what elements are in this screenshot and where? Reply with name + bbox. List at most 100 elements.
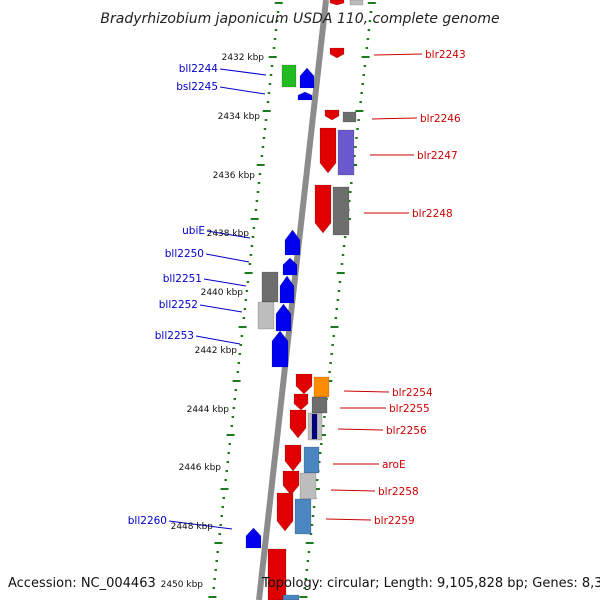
outer-ruler-tick xyxy=(307,551,311,553)
outer-ruler-tick xyxy=(360,92,363,94)
outer-ruler-tick xyxy=(305,569,309,571)
inner-ruler-tick xyxy=(246,281,250,283)
outer-ruler-tick xyxy=(355,110,364,112)
reverse-gene-arrow xyxy=(284,229,301,256)
inner-ruler-tick xyxy=(261,146,265,148)
outer-ruler-tick xyxy=(353,155,356,157)
outer-ruler-tick xyxy=(322,425,325,427)
callout-line xyxy=(206,230,251,239)
inner-ruler-tick xyxy=(222,497,226,499)
gene-label-forward: blr2256 xyxy=(386,425,427,437)
inner-ruler-tick xyxy=(239,344,243,346)
outer-ruler-tick xyxy=(354,146,357,148)
inner-ruler-tick xyxy=(231,416,235,418)
reverse-gene-arrow xyxy=(299,67,315,89)
gene-label-reverse: bll2250 xyxy=(165,248,204,260)
outer-ruler-tick xyxy=(330,353,333,355)
outer-ruler-tick xyxy=(366,38,370,40)
callout-line xyxy=(203,278,247,287)
reverse-gene-arrow xyxy=(275,303,292,332)
genome-summary-text: Topology: circular; Length: 9,105,828 bp… xyxy=(261,576,600,591)
inner-ruler-tick xyxy=(274,2,283,4)
cog-category-block xyxy=(349,0,364,6)
inner-ruler-tick xyxy=(214,569,217,571)
outer-ruler-tick xyxy=(335,308,339,310)
outer-ruler-tick xyxy=(332,335,335,337)
inner-ruler-tick xyxy=(266,101,270,103)
callout-line xyxy=(343,390,390,393)
outer-ruler-tick xyxy=(343,236,347,238)
forward-gene-arrow xyxy=(293,393,309,411)
inner-ruler-tick xyxy=(255,200,259,202)
tick-label: 2436 kbp xyxy=(213,171,256,181)
outer-ruler-tick xyxy=(349,191,352,193)
cog-category-block xyxy=(299,472,317,500)
forward-gene-arrow xyxy=(282,470,300,496)
inner-ruler-tick xyxy=(270,65,274,67)
outer-ruler-tick xyxy=(355,137,358,139)
forward-gene-arrow xyxy=(314,184,332,234)
inner-ruler-tick xyxy=(227,452,231,454)
reverse-gene-arrow xyxy=(297,91,313,101)
inner-ruler-tick xyxy=(248,263,252,265)
outer-ruler-tick xyxy=(359,101,362,103)
callout-line xyxy=(330,489,376,492)
gene-label-reverse: ubiE xyxy=(182,225,205,237)
outer-ruler-tick xyxy=(304,578,308,580)
callout-line xyxy=(337,428,384,431)
callout-line xyxy=(373,53,423,56)
cog-category-block xyxy=(332,186,350,236)
forward-gene-arrow xyxy=(329,0,345,6)
tick-label: 2444 kbp xyxy=(187,405,230,415)
outer-ruler-tick xyxy=(328,371,331,373)
inner-ruler-tick xyxy=(219,524,222,526)
outer-ruler-tick xyxy=(318,434,327,436)
tick-label: 2438 kbp xyxy=(207,229,250,239)
callout-line xyxy=(195,335,241,345)
gene-labels: blr2243 blr2246 blr2247 blr2248 blr2254 blr22… xyxy=(128,49,466,527)
map-title: Bradyrhizobium japonicum USDA 110, compl… xyxy=(100,11,499,27)
inner-ruler-tick xyxy=(260,155,264,157)
inner-ruler-tick xyxy=(258,173,262,175)
outer-ruler-tick xyxy=(329,362,332,364)
outer-ruler-tick xyxy=(299,596,308,598)
inner-ruler-tick xyxy=(238,353,242,355)
cog-category-block xyxy=(311,396,328,414)
outer-ruler-tick xyxy=(334,317,338,319)
inner-ruler-tick xyxy=(275,20,279,22)
reverse-gene-arrow xyxy=(282,257,298,276)
outer-ruler-tick xyxy=(338,281,342,283)
inner-ruler-tick xyxy=(268,56,277,58)
outer-ruler-tick xyxy=(340,263,344,265)
outer-ruler-tick xyxy=(348,200,351,202)
forward-gene-arrow xyxy=(319,127,337,174)
inner-ruler-tick xyxy=(212,587,215,589)
inner-ruler-tick xyxy=(244,272,253,274)
outer-ruler-tick xyxy=(337,290,341,292)
cog-category-block xyxy=(337,129,355,176)
gene-label-forward: blr2258 xyxy=(378,486,419,498)
outer-ruler-tick xyxy=(342,245,346,247)
inner-ruler-tick xyxy=(256,164,265,166)
gene-label-reverse: bll2252 xyxy=(159,299,198,311)
gene-label-forward: blr2243 xyxy=(425,49,466,61)
callout-line xyxy=(325,518,372,521)
inner-ruler-tick xyxy=(254,209,258,211)
outer-ruler-tick xyxy=(306,560,310,562)
inner-ruler-tick xyxy=(208,596,217,598)
outer-ruler-tick xyxy=(312,506,316,508)
gene-label-reverse: bll2253 xyxy=(155,330,194,342)
inner-ruler-tick xyxy=(251,236,255,238)
inner-ruler-tick xyxy=(220,515,223,517)
forward-gene-arrow xyxy=(276,492,294,532)
cog-category-block xyxy=(311,413,318,440)
outer-ruler-tick xyxy=(310,524,314,526)
callout-line xyxy=(219,86,266,95)
gene-label-forward: blr2247 xyxy=(417,150,458,162)
inner-ruler-tick xyxy=(242,317,246,319)
outer-ruler-tick xyxy=(361,56,370,58)
tick-label: 2446 kbp xyxy=(179,463,222,473)
outer-ruler-tick xyxy=(311,515,315,517)
inner-ruler-tick xyxy=(256,191,260,193)
gene-label-forward: blr2254 xyxy=(392,387,433,399)
